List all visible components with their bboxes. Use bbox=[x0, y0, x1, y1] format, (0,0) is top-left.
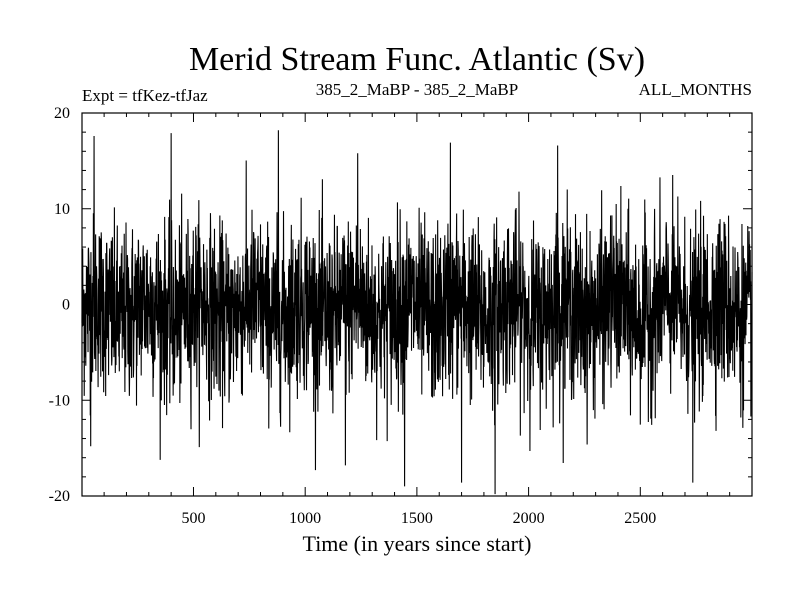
x-tick-label: 1000 bbox=[289, 510, 321, 527]
x-tick-label: 2000 bbox=[513, 510, 545, 527]
x-tick-label: 1500 bbox=[401, 510, 433, 527]
y-tick-label: 20 bbox=[54, 105, 70, 122]
y-tick-label: -10 bbox=[49, 392, 70, 409]
chart-title: Merid Stream Func. Atlantic (Sv) bbox=[189, 41, 645, 78]
period-label: 385_2_MaBP - 385_2_MaBP bbox=[316, 80, 518, 99]
series-layer bbox=[81, 130, 753, 495]
x-tick-label: 500 bbox=[181, 510, 205, 527]
x-tick-label: 2500 bbox=[624, 510, 656, 527]
y-tick-label: 0 bbox=[62, 297, 70, 314]
series-line bbox=[81, 130, 753, 495]
plot-frame bbox=[81, 112, 753, 497]
x-axis-label: Time (in years since start) bbox=[303, 531, 532, 556]
months-label: ALL_MONTHS bbox=[639, 80, 752, 99]
experiment-label: Expt = tfKez-tfJaz bbox=[82, 86, 208, 105]
y-tick-label: -20 bbox=[49, 488, 70, 505]
y-tick-label: 10 bbox=[54, 201, 70, 218]
ticks-layer: 500 1000 1500 2000 2500 -20 -10 0 10 20 bbox=[49, 105, 752, 527]
